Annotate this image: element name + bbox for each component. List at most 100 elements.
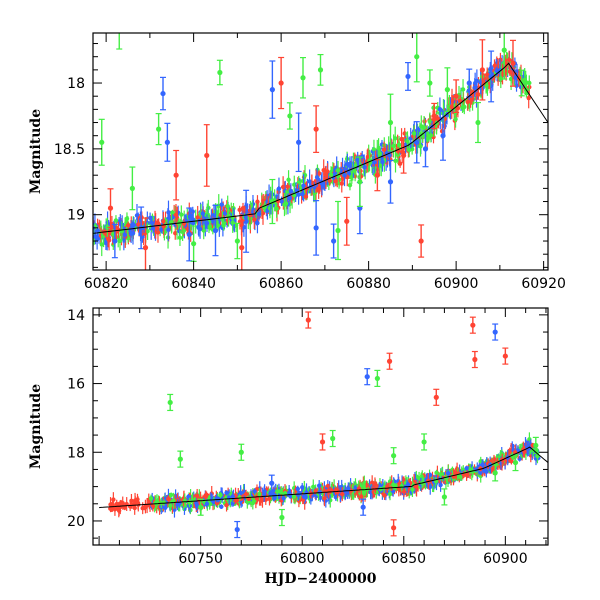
data-point <box>422 146 429 152</box>
data-point <box>492 63 498 68</box>
data-point <box>269 480 275 486</box>
data-point <box>215 223 221 228</box>
data-point <box>507 69 513 74</box>
data-point <box>316 483 322 488</box>
data-point <box>282 491 288 496</box>
bottom-panel: 60750 60800 60850 60900 14 16 18 20 Magnitude HJD… <box>28 307 549 587</box>
data-point <box>360 154 365 159</box>
data-point <box>279 514 285 521</box>
data-point <box>405 73 411 80</box>
data-point <box>401 152 407 159</box>
data-point <box>464 466 469 471</box>
data-point <box>465 99 471 105</box>
data-point <box>327 178 332 183</box>
data-point <box>509 458 514 464</box>
model-curve <box>99 446 548 509</box>
data-point <box>421 125 427 130</box>
data-point <box>128 231 134 236</box>
data-point <box>371 147 377 152</box>
data-point <box>224 502 229 508</box>
data-point <box>405 139 410 144</box>
data-point <box>316 188 321 193</box>
data-point <box>276 186 282 191</box>
data-point <box>438 482 443 488</box>
data-point <box>431 105 436 110</box>
plot-frame <box>92 307 549 546</box>
data-point <box>399 484 404 489</box>
data-point <box>225 203 230 209</box>
data-point <box>333 178 338 184</box>
data-point <box>522 77 527 83</box>
data-point <box>250 500 255 506</box>
model-curve <box>93 62 548 234</box>
data-point <box>321 183 327 189</box>
data-point <box>171 498 176 503</box>
data-point <box>484 72 490 77</box>
data-point <box>129 498 134 504</box>
data-point <box>317 67 324 73</box>
data-point <box>200 211 206 216</box>
data-point <box>169 219 174 225</box>
data-point <box>494 68 499 73</box>
data-point <box>314 175 320 180</box>
data-point <box>252 217 257 222</box>
data-point <box>117 238 123 244</box>
data-point <box>269 87 275 93</box>
data-point <box>156 126 162 132</box>
y-tick-label: 18.5 <box>54 142 85 158</box>
data-point <box>346 486 351 491</box>
data-point <box>164 139 170 145</box>
data-point <box>330 435 336 442</box>
data-point <box>166 227 171 232</box>
plot-area <box>99 311 548 539</box>
data-point <box>526 95 531 101</box>
data-point <box>453 117 458 122</box>
x-tick-label: 60900 <box>434 276 479 292</box>
data-point <box>182 498 187 504</box>
data-point <box>160 90 166 97</box>
data-point <box>239 245 245 251</box>
data-point <box>445 471 451 476</box>
data-point <box>264 208 270 214</box>
data-point <box>234 238 240 244</box>
data-point <box>222 211 228 216</box>
data-point <box>355 157 360 163</box>
data-point <box>204 220 210 226</box>
data-point <box>462 104 467 110</box>
data-point <box>360 504 366 510</box>
data-point <box>99 242 104 247</box>
data-point <box>163 505 168 511</box>
data-point <box>300 485 305 490</box>
data-point <box>453 93 459 99</box>
data-point <box>464 473 470 478</box>
data-point <box>219 202 224 207</box>
y-axis-title: Magnitude <box>28 384 44 469</box>
data-point <box>278 80 284 86</box>
data-point <box>111 497 116 502</box>
data-point <box>506 57 512 63</box>
data-point <box>313 225 319 231</box>
data-point <box>255 199 260 204</box>
data-point <box>418 144 423 149</box>
data-point <box>173 231 178 236</box>
data-point <box>362 165 367 170</box>
data-point <box>335 227 341 234</box>
data-point <box>279 199 284 204</box>
data-point <box>155 230 161 235</box>
x-tick-label: 60900 <box>483 551 528 567</box>
data-point <box>470 322 476 328</box>
data-point <box>510 60 516 66</box>
data-point <box>292 182 297 187</box>
y-tick-label: 14 <box>67 308 85 324</box>
y-axis-title: Magnitude <box>28 109 44 194</box>
data-point <box>186 231 192 238</box>
data-point <box>129 222 135 228</box>
data-point <box>319 439 326 445</box>
data-point <box>498 76 503 81</box>
data-point <box>358 168 363 174</box>
data-point <box>301 183 306 189</box>
data-point <box>440 133 446 139</box>
data-point <box>221 223 226 228</box>
data-point <box>218 212 223 218</box>
data-point <box>347 161 353 167</box>
